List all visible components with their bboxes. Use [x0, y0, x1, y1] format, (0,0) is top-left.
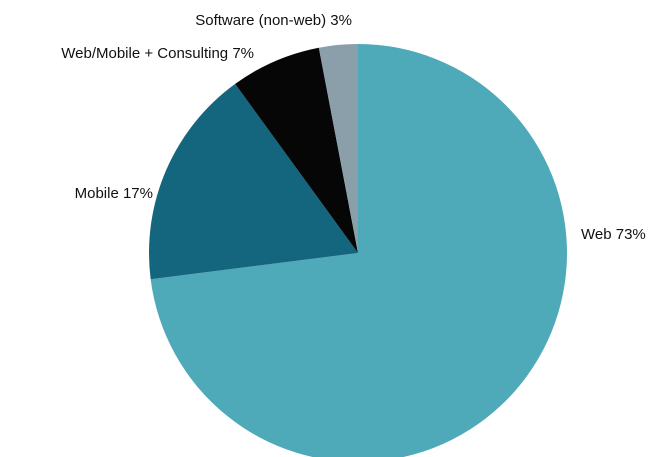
pie-slices [149, 44, 567, 457]
slice-label-web: Web 73% [581, 226, 646, 243]
pie-slice-software-non-web [318, 44, 358, 253]
pie-slice-web-mobile-consulting [235, 47, 358, 254]
slice-label-software-non-web: Software (non-web) 3% [195, 12, 352, 29]
pie-slice-web [150, 44, 567, 457]
slice-label-mobile: Mobile 17% [75, 185, 153, 202]
slice-labels: Web 73% Mobile 17% Web/Mobile + Consulting… [61, 12, 646, 243]
pie-slice-mobile [149, 83, 358, 280]
slice-label-web-mobile-consulting: Web/Mobile + Consulting 7% [61, 45, 254, 62]
